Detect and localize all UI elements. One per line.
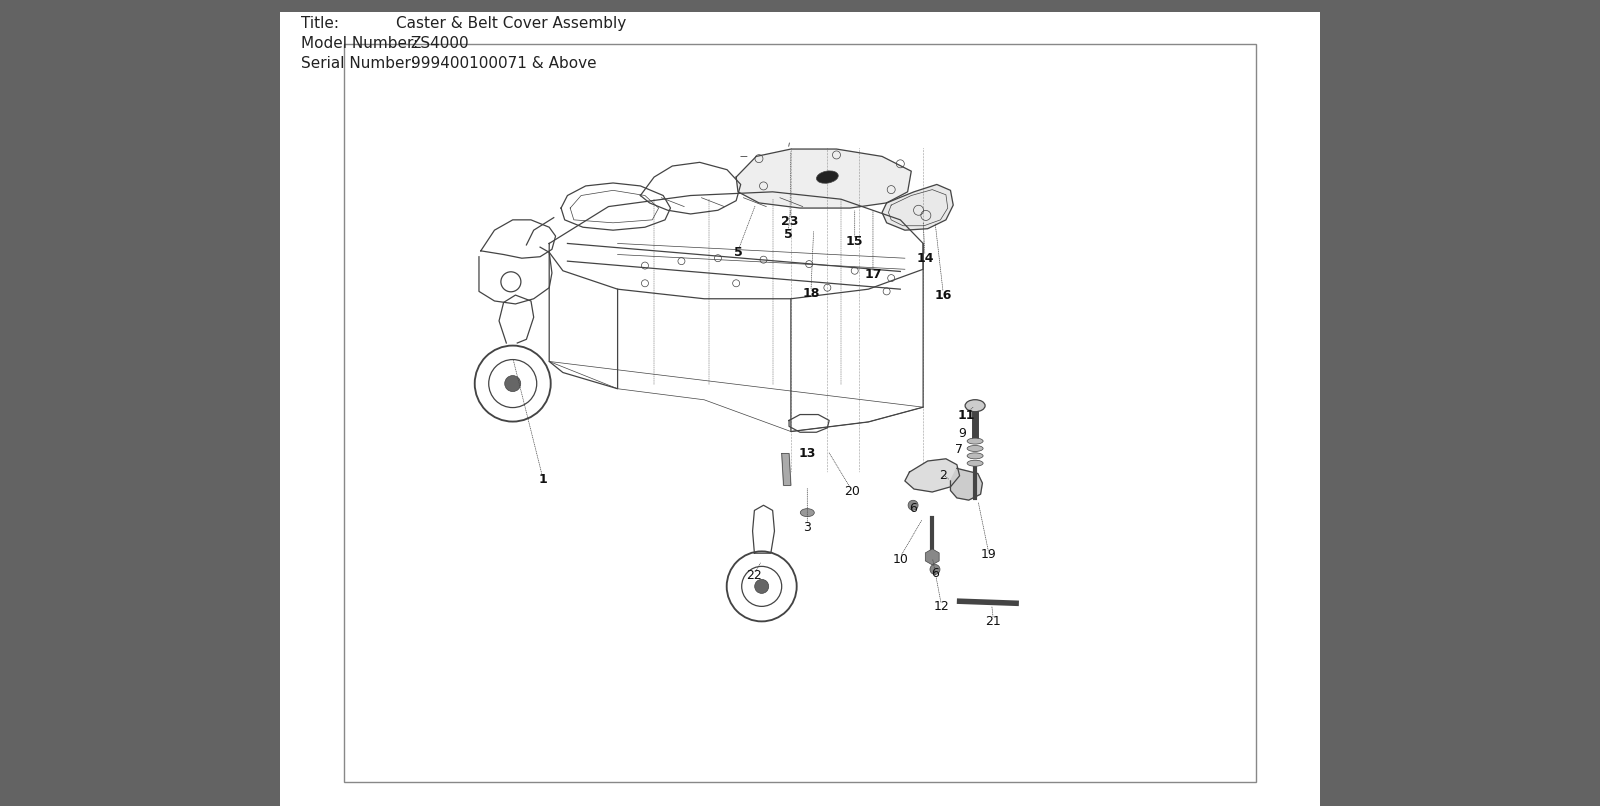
Ellipse shape <box>966 460 982 466</box>
Ellipse shape <box>800 509 814 517</box>
Ellipse shape <box>966 453 982 459</box>
Text: 999400100071 & Above: 999400100071 & Above <box>411 56 597 71</box>
Text: Caster & Belt Cover Assembly: Caster & Belt Cover Assembly <box>395 15 626 31</box>
Text: 2: 2 <box>939 469 947 482</box>
Text: 5: 5 <box>734 246 742 259</box>
Circle shape <box>755 580 768 593</box>
Text: 15: 15 <box>846 235 864 248</box>
Text: 6: 6 <box>931 567 939 580</box>
Polygon shape <box>736 149 912 208</box>
Text: 12: 12 <box>933 600 949 613</box>
Ellipse shape <box>966 438 982 444</box>
Text: ZS4000: ZS4000 <box>411 35 469 51</box>
Text: 19: 19 <box>981 548 997 561</box>
Bar <box>344 44 1256 782</box>
Text: Model Number:: Model Number: <box>301 35 418 51</box>
Text: Title:: Title: <box>301 15 339 31</box>
Ellipse shape <box>816 171 838 183</box>
Text: 10: 10 <box>893 553 909 566</box>
Polygon shape <box>950 468 982 500</box>
Ellipse shape <box>966 446 982 451</box>
Text: 5: 5 <box>784 228 792 241</box>
Ellipse shape <box>965 400 986 412</box>
Circle shape <box>930 564 939 575</box>
Circle shape <box>909 501 918 510</box>
Text: 22: 22 <box>747 569 762 582</box>
Bar <box>280 12 1320 806</box>
Text: 23: 23 <box>781 215 798 228</box>
Text: 20: 20 <box>845 485 859 498</box>
Text: 9: 9 <box>958 427 966 440</box>
Text: 3: 3 <box>803 521 811 534</box>
Text: 1: 1 <box>539 473 547 486</box>
Text: 16: 16 <box>934 289 952 301</box>
Polygon shape <box>782 454 790 485</box>
Text: 7: 7 <box>955 443 963 456</box>
Polygon shape <box>882 185 954 231</box>
Text: 17: 17 <box>864 268 882 281</box>
Text: 6: 6 <box>909 502 917 516</box>
Text: 13: 13 <box>798 447 816 460</box>
Text: 18: 18 <box>802 287 819 300</box>
Text: 14: 14 <box>917 251 934 264</box>
Polygon shape <box>906 459 960 492</box>
Text: Serial Number:: Serial Number: <box>301 56 416 71</box>
Text: 21: 21 <box>986 614 1002 628</box>
Text: 11: 11 <box>957 409 974 422</box>
Circle shape <box>504 376 520 392</box>
